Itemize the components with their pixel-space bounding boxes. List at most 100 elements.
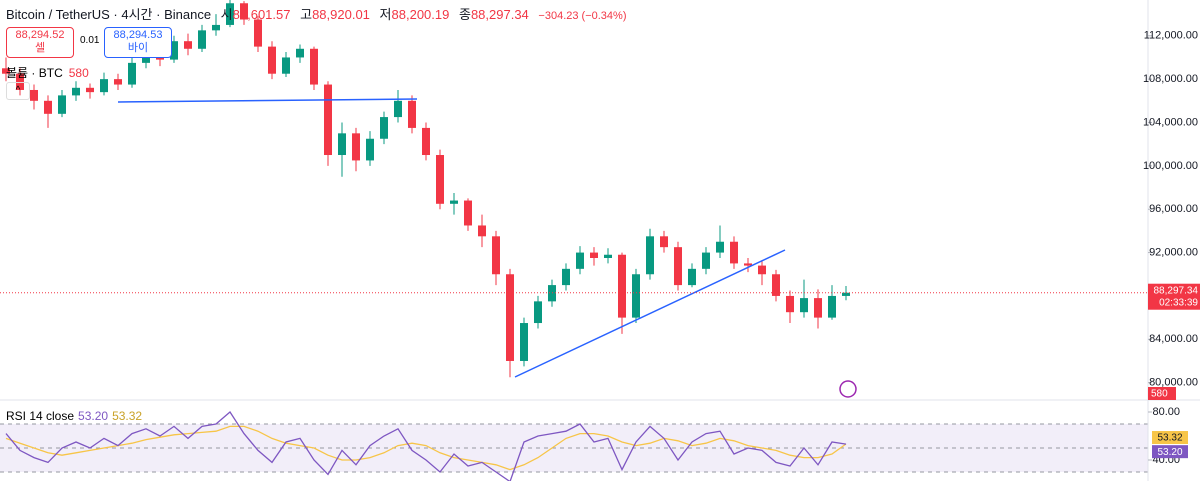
trend-line (117, 98, 418, 103)
buy-button[interactable]: 88,294.53 바이 (104, 27, 172, 58)
candle-body (590, 252, 598, 258)
close: 88,297.34 (470, 7, 529, 22)
candle-body (506, 274, 514, 361)
candle-body (450, 200, 458, 204)
candle-body (786, 295, 794, 313)
candle-body (660, 236, 668, 248)
candle-body (730, 241, 738, 264)
volume-tag-label: 580 (1151, 389, 1168, 400)
candle-body (2, 68, 10, 74)
candle-body (632, 274, 640, 318)
candle-body (366, 138, 374, 161)
candle-body (492, 236, 500, 275)
open: 88,601.57 (232, 7, 291, 22)
candle-body (394, 100, 402, 118)
candle-body (198, 30, 206, 49)
volume-legend: 볼륨 · BTC 580 (6, 64, 89, 81)
rsi-tag (1152, 445, 1188, 459)
rsi-label: RSI 14 close (6, 409, 75, 423)
candle-body (702, 252, 710, 269)
high-label: 고 (300, 7, 313, 22)
candle-body (352, 133, 360, 161)
y-tick-label: 100,000.00 (1143, 160, 1198, 172)
candle-body (44, 100, 52, 114)
candle-body (758, 265, 766, 275)
candle-body (688, 268, 696, 286)
close-label: 종 (458, 7, 471, 22)
candle-body (58, 95, 66, 114)
y-tick-label: 112,000.00 (1144, 30, 1198, 42)
last-price-tag (1148, 283, 1200, 310)
candle-body (100, 79, 108, 93)
rsi-value: 53.20 (78, 409, 109, 423)
candle-body (744, 263, 752, 266)
candle-body (436, 155, 444, 204)
buy-label: 바이 (127, 42, 149, 54)
candle-body (212, 24, 220, 31)
volume-tag (1148, 387, 1176, 400)
candle-body (114, 79, 122, 85)
y-tick-label: 92,000.00 (1149, 246, 1198, 258)
y-tick-label: 96,000.00 (1149, 203, 1198, 215)
candle-body (464, 200, 472, 226)
low-label: 저 (379, 7, 392, 22)
rsi-ma-tag (1152, 431, 1188, 445)
low: 88,200.19 (391, 7, 450, 22)
open-label: 시 (220, 7, 233, 22)
volume-label: 볼륨 · BTC (6, 66, 63, 80)
candle-body (828, 295, 836, 318)
sell-label: 셀 (34, 42, 46, 54)
sell-button[interactable]: 88,294.52 셀 (6, 27, 74, 58)
legend: Bitcoin / TetherUS · 4시간 · Binance 시88,6… (6, 4, 627, 23)
candle-body (520, 323, 528, 361)
volume-value: 580 (68, 66, 89, 80)
candle-body (296, 48, 304, 58)
candle-body (814, 298, 822, 318)
y-tick-label: 84,000.00 (1149, 333, 1198, 345)
rsi-ma-line (5, 425, 847, 471)
candle-body (282, 57, 290, 74)
candle-body (170, 41, 178, 60)
candle-body (562, 268, 570, 286)
candle-body (576, 252, 584, 269)
symbol[interactable]: Bitcoin / TetherUS · 4시간 · Binance (6, 7, 212, 22)
candle-body (16, 73, 24, 90)
candle-body (310, 48, 318, 85)
trend-line (514, 249, 786, 378)
candle-body (800, 298, 808, 313)
candle-body (674, 247, 682, 286)
y-tick-label: 80,000.00 (1149, 377, 1198, 389)
candle-body (548, 285, 556, 302)
candle-body (842, 292, 850, 296)
change: −304.23 (−0.34%) (538, 10, 627, 22)
candle-body (618, 254, 626, 318)
candle-body (30, 89, 38, 101)
candle-body (268, 46, 276, 74)
y-tick-label: 108,000.00 (1143, 73, 1198, 85)
rsi-ma-value: 53.32 (112, 409, 143, 423)
countdown: 02:33:39 (1159, 297, 1198, 308)
candle-body (380, 117, 388, 139)
candle-body (772, 274, 780, 296)
candle-body (240, 3, 248, 20)
collapse-button[interactable]: ^ (6, 82, 30, 100)
candle-body (534, 301, 542, 324)
last-price-label: 88,297.34 (1154, 285, 1199, 296)
candle-body (604, 254, 612, 258)
high: 88,920.01 (312, 7, 370, 22)
buy-price: 88,294.53 (113, 29, 163, 41)
rsi-band (0, 424, 1148, 472)
candle-body (646, 236, 654, 275)
candle-body (716, 241, 724, 253)
candle-body (324, 84, 332, 156)
rsi-legend: RSI 14 close 53.20 53.32 (6, 409, 142, 423)
y-tick-label: 104,000.00 (1143, 116, 1198, 128)
rsi-tag-label: 53.20 (1157, 447, 1182, 458)
candle-body (422, 127, 430, 156)
candle-body (72, 87, 80, 96)
candle-body (338, 133, 346, 156)
lightning-button[interactable] (839, 380, 857, 398)
candle-body (226, 3, 234, 25)
